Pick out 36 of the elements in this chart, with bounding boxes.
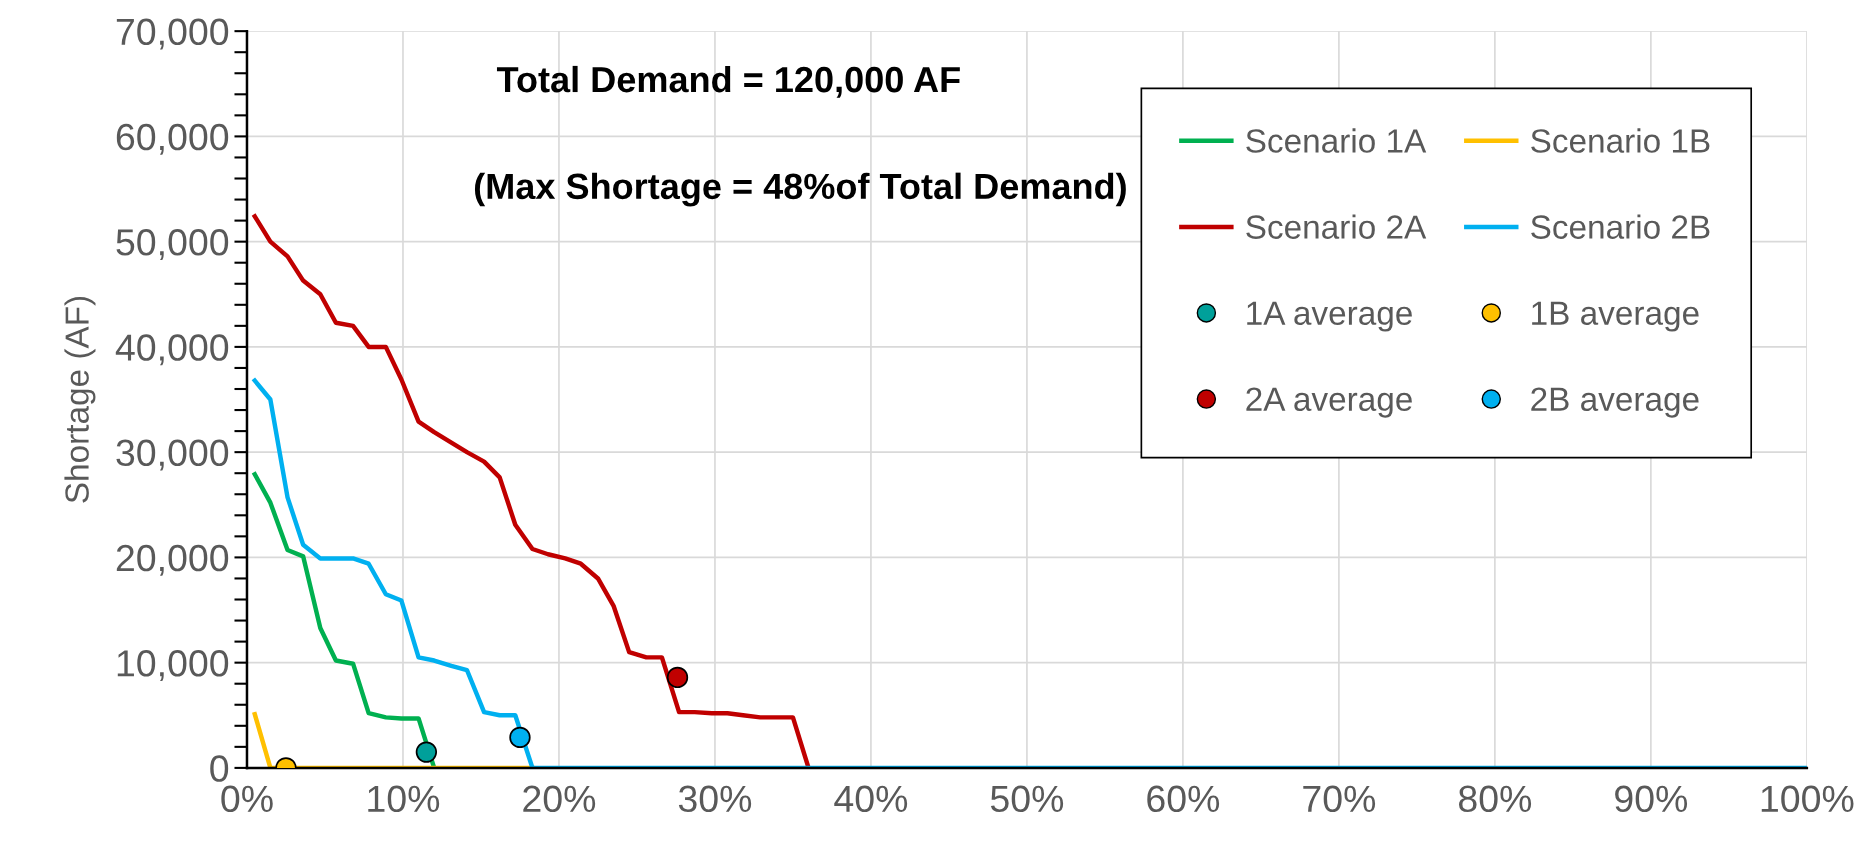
x-tick-label: 60%: [1147, 785, 1220, 813]
y-tick-label: 30,000: [116, 439, 229, 471]
line-series: [252, 378, 1807, 768]
y-tick-label: 20,000: [116, 544, 229, 576]
x-tick-label: 50%: [990, 785, 1064, 813]
x-tick-label: 10%: [368, 785, 440, 813]
x-tick-label: 90%: [1615, 785, 1688, 813]
x-tick-label: 30%: [678, 785, 752, 813]
legend-label: Scenario 1A: [1246, 128, 1427, 153]
x-tick-label: 40%: [834, 785, 908, 813]
annotation: Total Demand = 120,000 AF: [496, 65, 960, 98]
x-tick-label: 100%: [1761, 785, 1854, 813]
x-tick-label: 0%: [221, 785, 273, 813]
y-tick-label: 70,000: [116, 18, 229, 50]
y-tick-label: 60,000: [116, 123, 229, 155]
legend-label: 2B average: [1531, 387, 1699, 418]
x-tick-label: 80%: [1458, 785, 1532, 813]
y-tick-label: 0: [210, 755, 229, 782]
x-tick-label: 70%: [1303, 785, 1376, 813]
y-tick-label: 10,000: [117, 650, 229, 682]
legend-label: 1B average: [1532, 301, 1699, 332]
legend-label: 2A average: [1246, 387, 1412, 418]
legend-label: 1A average: [1247, 301, 1412, 332]
point: [666, 666, 689, 689]
legend-label: Scenario 2B: [1531, 214, 1710, 239]
point: [509, 726, 531, 749]
y-axis-title: Shortage (AF): [64, 296, 96, 503]
legend-label: Scenario 1B: [1531, 128, 1710, 153]
annotation: (Max Shortage = 48%of Total Demand): [474, 172, 1126, 207]
line-series: [252, 472, 437, 768]
y-tick-label: 50,000: [116, 229, 229, 261]
x-tick-label: 20%: [523, 785, 596, 813]
point: [415, 741, 438, 763]
legend-label: Scenario 2A: [1246, 214, 1427, 239]
line-series: [252, 214, 811, 768]
y-tick-label: 40,000: [115, 334, 229, 366]
